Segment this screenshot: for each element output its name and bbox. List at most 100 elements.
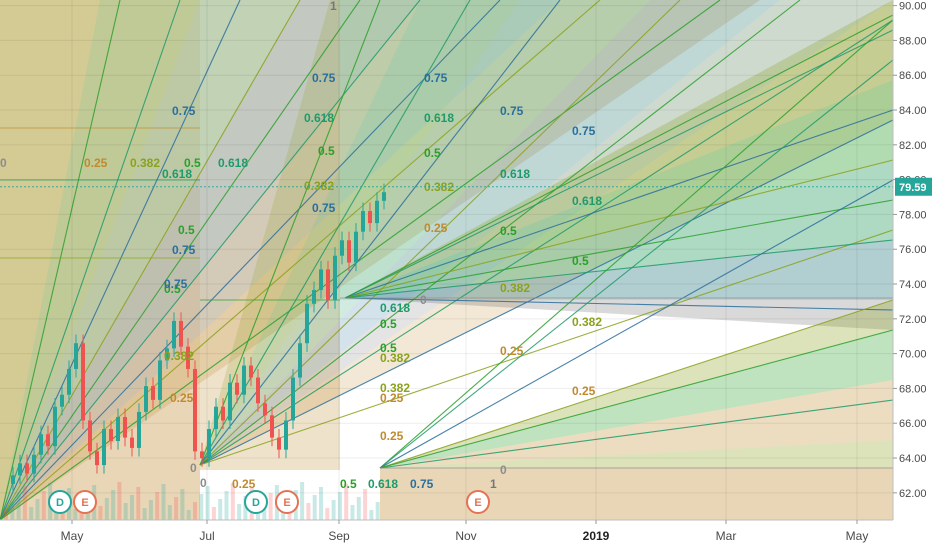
fib-level-label: 0.382 <box>572 315 602 329</box>
volume-bar <box>117 482 122 520</box>
plot-background <box>0 0 893 520</box>
volume-bar <box>205 486 210 520</box>
volume-bar <box>35 499 40 520</box>
candle-body <box>123 417 127 438</box>
volume-bar <box>193 502 197 520</box>
event-marker-label: D <box>252 497 260 509</box>
fan-ray <box>0 0 181 521</box>
candle-body <box>214 406 218 430</box>
candle-body <box>333 255 337 301</box>
volume-bar <box>41 491 46 520</box>
volume-bar <box>174 497 179 520</box>
candle-body <box>382 192 386 201</box>
volume-bar <box>218 499 223 520</box>
fan-ray <box>0 0 421 521</box>
fib-level-label: 0.618 <box>304 111 334 125</box>
fib-level-label: 0.25 <box>84 156 108 170</box>
fib-level-label: 0.382 <box>500 281 530 295</box>
fib-level-label: 0.5 <box>184 156 201 170</box>
fan-ray <box>379 329 894 469</box>
event-marker-label: E <box>283 497 290 509</box>
fib-level-label: 0.618 <box>380 301 410 315</box>
volume-bar <box>224 491 229 520</box>
candle-body <box>368 211 372 224</box>
fan-ray <box>344 14 894 299</box>
fib-level-label: 0.75 <box>410 477 434 491</box>
y-tick-label: 70.00 <box>899 349 927 361</box>
candle-body <box>179 320 183 347</box>
fan-zone <box>345 0 893 298</box>
candle-body <box>88 420 92 452</box>
volume-bar <box>319 487 323 520</box>
volume-bar <box>369 510 374 520</box>
fib-level-label: 0 <box>200 476 207 490</box>
x-tick-label: 2019 <box>583 529 610 543</box>
x-tick-label: Mar <box>716 529 737 543</box>
candle-body <box>291 377 295 421</box>
y-tick-label: 74.00 <box>899 279 927 291</box>
candle-body <box>46 434 50 447</box>
volume-bar <box>10 502 15 520</box>
volume-bar <box>300 482 305 520</box>
fib-box <box>380 468 893 520</box>
fib-level-label: 0.75 <box>572 124 596 138</box>
y-tick-label: 76.00 <box>899 244 927 256</box>
fib-level-label: 0.618 <box>368 477 398 491</box>
volume-bar <box>375 502 380 520</box>
event-marker-circle <box>48 490 72 514</box>
candle-body <box>95 451 99 466</box>
event-marker-label: E <box>474 497 481 509</box>
volume-bar <box>350 505 355 520</box>
fib-level-label: 0.75 <box>164 277 188 291</box>
fan-zone <box>200 0 893 465</box>
fan-ray <box>344 159 894 299</box>
volume-bar <box>306 503 311 520</box>
candle-body <box>130 437 134 448</box>
candle-body <box>158 360 162 400</box>
fib-level-label: 0.618 <box>572 194 602 208</box>
fan-ray <box>199 19 894 466</box>
volume-bar <box>98 506 103 520</box>
candle-body <box>340 240 344 256</box>
fib-level-label: 0.5 <box>340 477 357 491</box>
candle-body <box>172 320 176 349</box>
y-tick-label: 64.00 <box>899 453 927 465</box>
fib-box <box>200 0 340 470</box>
dividend-marker: D <box>48 490 72 514</box>
candle-body <box>165 348 169 361</box>
volume-bar <box>331 500 336 520</box>
candle-body <box>228 382 232 421</box>
candle-body <box>81 343 85 421</box>
fan-zone <box>380 440 893 468</box>
fib-level-label: 0.25 <box>232 477 256 491</box>
y-tick-label: 78.00 <box>899 209 927 221</box>
candle-body <box>263 403 267 416</box>
volume-bar <box>111 490 116 520</box>
candle-body <box>249 365 253 378</box>
volume-bar <box>268 493 273 520</box>
fan-zone <box>0 0 760 520</box>
volume-bar <box>312 495 317 520</box>
candle-body <box>375 200 379 224</box>
fan-ray <box>0 0 241 521</box>
candle-body <box>74 343 78 369</box>
volume-bar <box>243 496 248 520</box>
candle-body <box>284 420 288 450</box>
fib-level-label: 0.25 <box>500 344 524 358</box>
fan-ray <box>0 0 361 521</box>
candle-body <box>186 346 190 369</box>
fib-level-label: 0.618 <box>162 167 192 181</box>
fan-zone <box>0 0 560 520</box>
volume-bar <box>199 494 204 520</box>
fan-ray <box>344 29 894 299</box>
fib-level-label: 0.75 <box>312 71 336 85</box>
candle-body <box>60 394 64 407</box>
volume-bar <box>356 497 361 520</box>
last-price-value: 79.59 <box>899 182 927 194</box>
fib-level-label: 0.5 <box>380 341 397 355</box>
fib-level-label: 0.75 <box>500 104 524 118</box>
x-tick-label: May <box>846 529 869 543</box>
